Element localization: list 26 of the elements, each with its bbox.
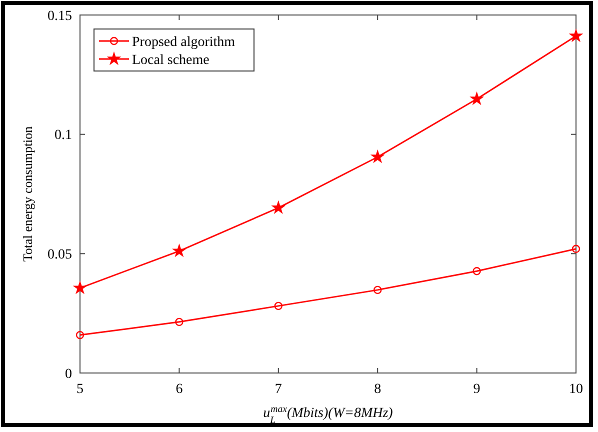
point	[272, 201, 285, 214]
point	[74, 282, 86, 294]
point	[374, 286, 382, 294]
point	[470, 92, 483, 104]
point	[274, 302, 282, 310]
y-axis-title: Total energy consumption	[20, 126, 35, 262]
y-tick-label: 0.15	[48, 8, 72, 24]
x-tick-label: 10	[569, 382, 583, 397]
legend-label: Propsed algorithm	[132, 34, 236, 50]
point	[173, 244, 186, 256]
x-tick-label: 8	[374, 382, 382, 397]
point	[572, 244, 580, 253]
x-tick-label: 6	[176, 382, 183, 397]
x-tick-label: 9	[473, 382, 480, 397]
x-tick-label: 7	[274, 382, 282, 397]
point	[76, 330, 84, 340]
y-tick-label: 0.1	[54, 128, 72, 144]
point	[472, 266, 481, 276]
x-tick-label: 5	[76, 382, 84, 397]
x-axis-title: u$_{L}$$^{max}$(Mbits)(W=8MHz)	[263, 404, 394, 426]
y-tick-label: 0	[65, 366, 72, 382]
y-tick-label: 0.05	[48, 248, 72, 263]
legend-label: Local scheme	[132, 52, 210, 68]
point	[570, 30, 582, 42]
point	[175, 318, 184, 326]
point	[371, 150, 384, 162]
